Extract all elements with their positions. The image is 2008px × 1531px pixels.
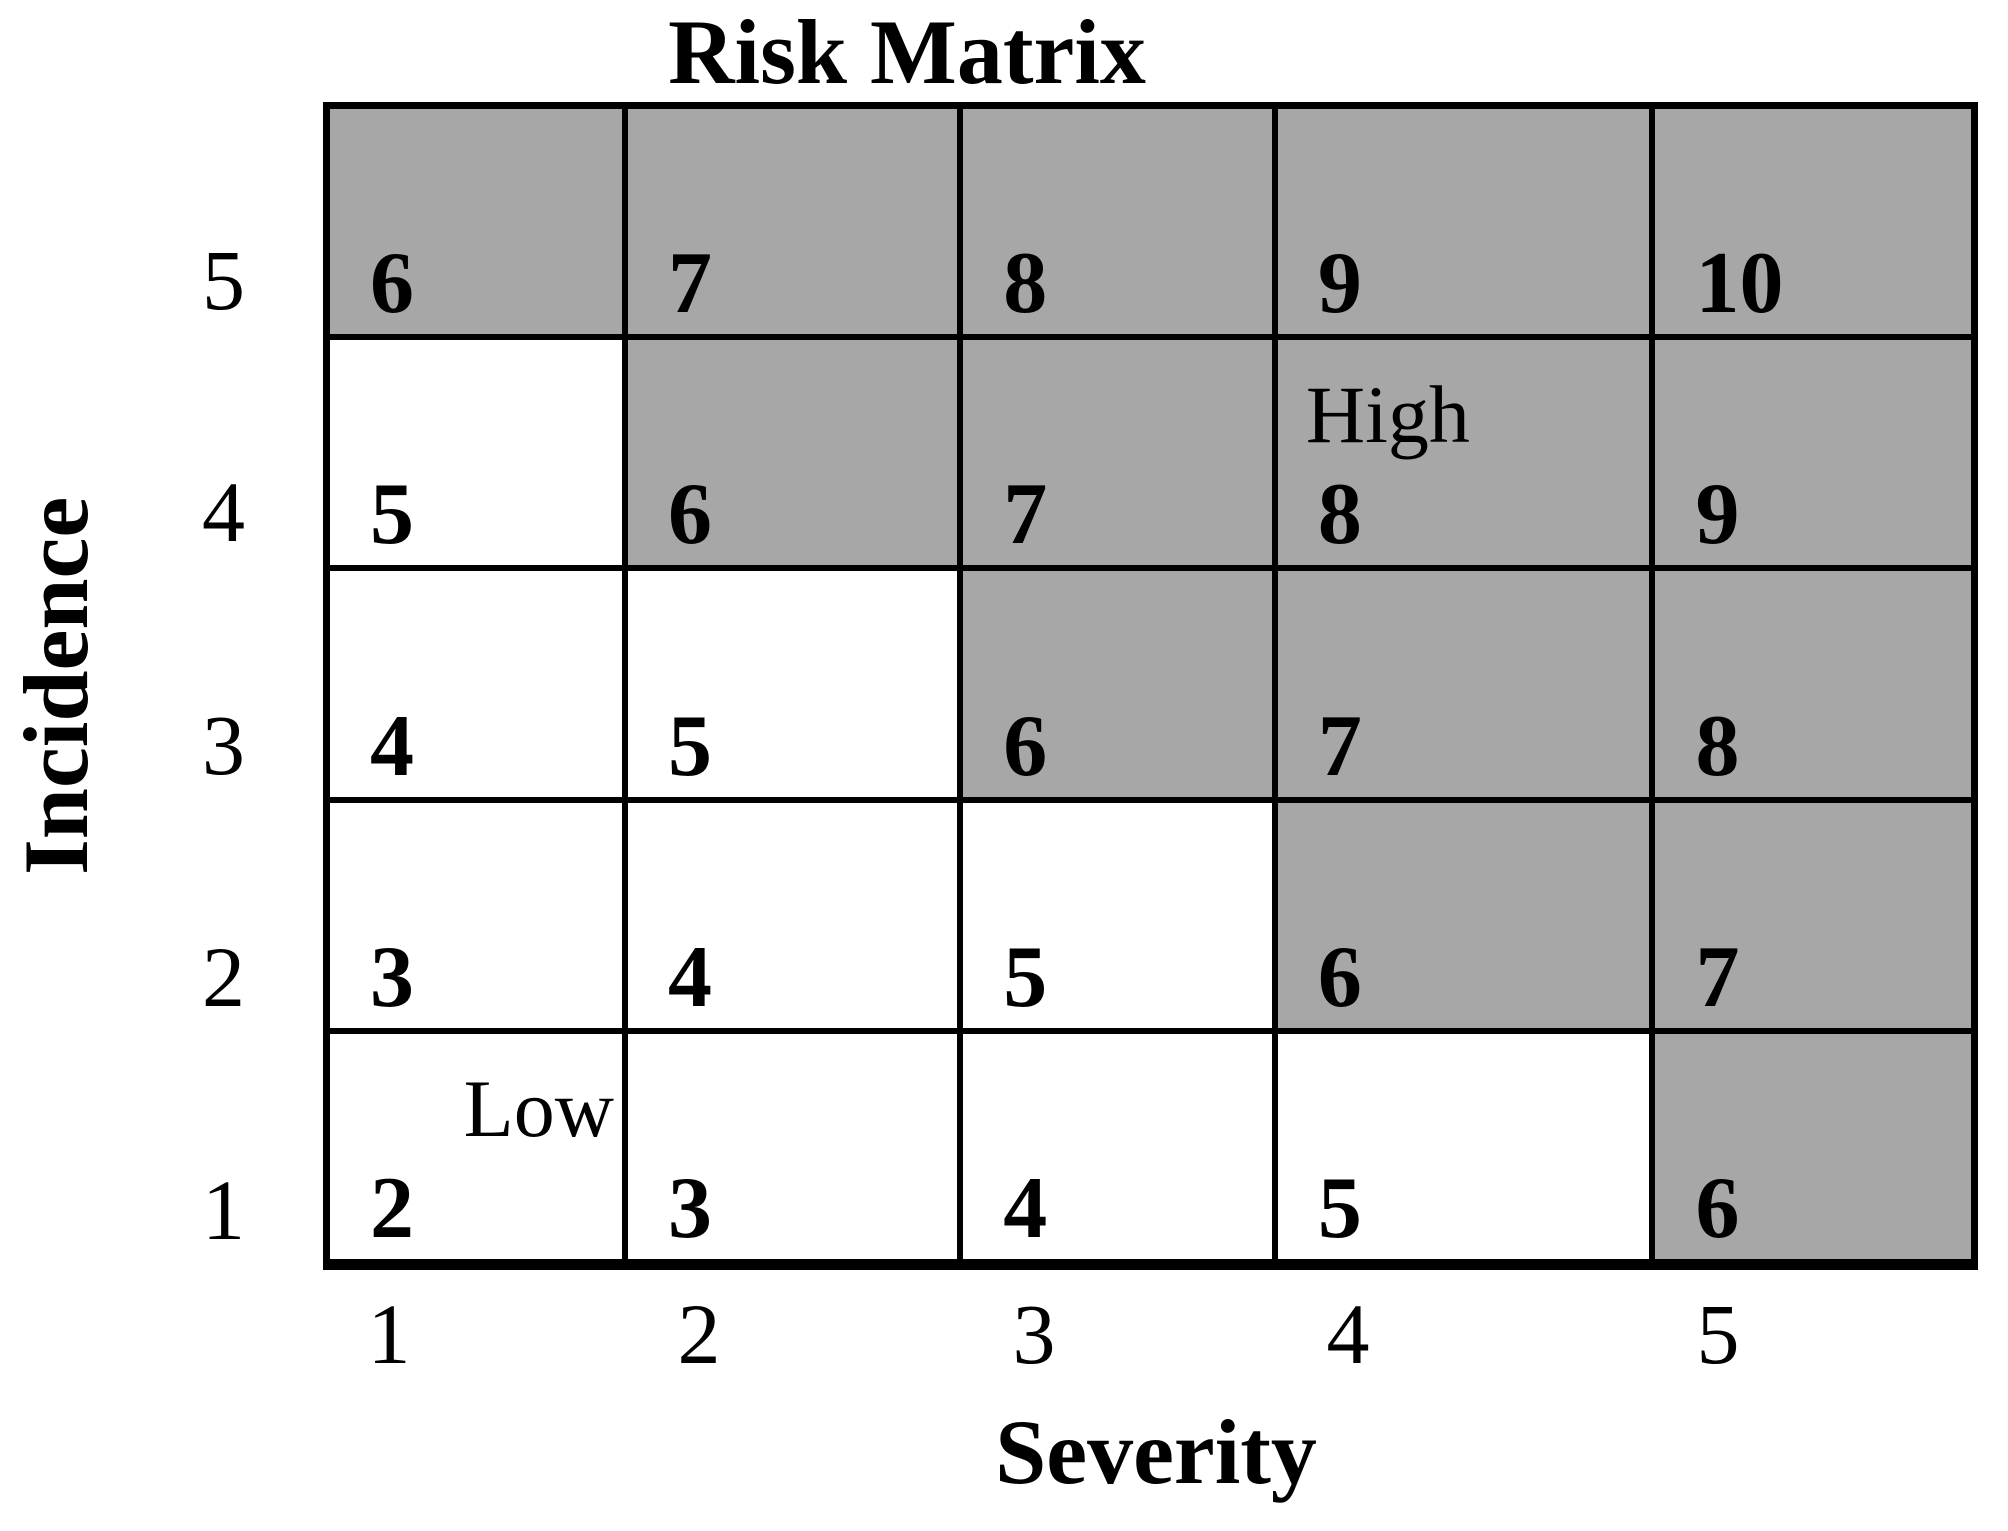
y-tick-2: 2 [202,929,245,1025]
cell-i5-s4: 9 [1277,109,1650,335]
x-tick-3: 3 [1012,1286,1056,1382]
x-axis-label: Severity [995,1401,1317,1503]
cell-value: 7 [667,235,712,333]
risk-matrix-grid: 6 7 8 9 10 5 6 7 High 8 9 4 5 6 7 8 3 4 … [323,102,1978,1270]
cell-i5-s3: 8 [963,109,1272,335]
y-tick-4: 4 [202,464,245,560]
x-tick-2: 2 [677,1286,721,1382]
cell-i5-s1: 6 [330,109,622,335]
cell-i3-s1: 4 [330,571,622,797]
cell-value: 5 [1317,1159,1362,1257]
high-region-label: High [1305,369,1470,461]
cell-i1-s3: 4 [963,1033,1272,1259]
cell-value: 8 [1695,697,1740,795]
cell-value: 7 [1695,928,1740,1026]
y-tick-5: 5 [202,232,245,328]
cell-i1-s4: 5 [1277,1033,1650,1259]
cell-i2-s5: 7 [1655,802,1971,1028]
cell-value: 4 [667,928,712,1026]
cell-value: 7 [1317,697,1362,795]
cell-value: 9 [1317,235,1362,333]
cell-value: 7 [1003,466,1048,564]
chart-title: Risk Matrix [668,1,1146,103]
cell-value: 8 [1003,235,1048,333]
cell-value: 3 [667,1159,712,1257]
cell-i4-s2: 6 [627,340,958,566]
cell-i4-s5: 9 [1655,340,1971,566]
cell-value: 9 [1695,466,1740,564]
cell-value: 4 [1003,1159,1048,1257]
cell-i2-s3: 5 [963,802,1272,1028]
cell-i3-s5: 8 [1655,571,1971,797]
cell-i4-s4: High 8 [1277,340,1650,566]
cell-value: 6 [1695,1159,1740,1257]
y-tick-1: 1 [202,1162,245,1258]
cell-i3-s4: 7 [1277,571,1650,797]
cell-i2-s4: 6 [1277,802,1650,1028]
cell-value: 6 [370,235,414,333]
cell-i4-s1: 5 [330,340,622,566]
cell-i3-s3: 6 [963,571,1272,797]
x-tick-5: 5 [1696,1286,1740,1382]
y-axis-label: Incidence [5,496,107,876]
cell-value: 10 [1695,235,1784,333]
cell-value: 6 [1003,697,1048,795]
cell-value: 2 [370,1159,414,1257]
cell-value: 6 [667,466,712,564]
cell-i5-s2: 7 [627,109,958,335]
cell-value: 4 [370,697,414,795]
x-tick-1: 1 [367,1286,411,1382]
cell-value: 6 [1317,928,1362,1026]
cell-i1-s5: 6 [1655,1033,1971,1259]
cell-value: 5 [1003,928,1048,1026]
cell-i5-s5: 10 [1655,109,1971,335]
low-region-label: Low [463,1062,614,1154]
cell-i1-s2: 3 [627,1033,958,1259]
y-tick-3: 3 [202,697,245,793]
cell-value: 8 [1317,466,1362,564]
x-tick-4: 4 [1326,1286,1370,1382]
cell-i4-s3: 7 [963,340,1272,566]
cell-i3-s2: 5 [627,571,958,797]
cell-value: 3 [370,928,414,1026]
cell-value: 5 [370,466,414,564]
cell-value: 5 [667,697,712,795]
cell-i1-s1: Low 2 [330,1033,622,1259]
cell-i2-s2: 4 [627,802,958,1028]
cell-i2-s1: 3 [330,802,622,1028]
